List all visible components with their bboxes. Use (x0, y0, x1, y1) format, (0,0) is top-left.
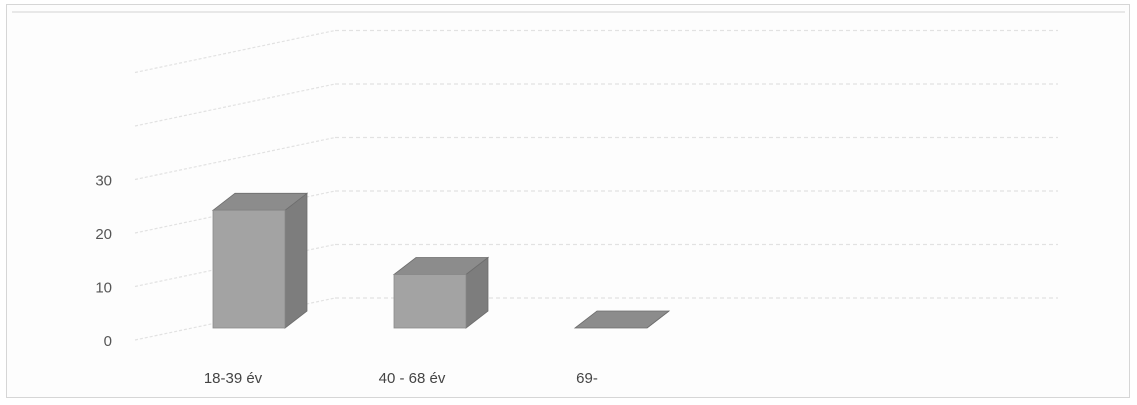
gridline-slant (134, 83, 336, 127)
gridline-slant (134, 136, 336, 181)
gridline-slant (134, 29, 336, 74)
y-tick-label: 0 (104, 333, 112, 350)
category-label: 69- (576, 370, 598, 387)
y-tick-label: 20 (95, 226, 112, 243)
bars (211, 192, 671, 329)
y-tick-label: 10 (95, 280, 112, 297)
bar-side-face (284, 192, 308, 329)
bar-1 (211, 192, 309, 329)
bar-top-face (573, 310, 671, 329)
chart-frame (6, 4, 1130, 398)
category-label: 18-39 év (204, 370, 263, 387)
gridlines (12, 11, 1125, 341)
bar-2 (392, 256, 490, 329)
y-axis-ticks: 0 10 20 30 (95, 173, 112, 351)
y-tick-label: 30 (95, 173, 112, 190)
bar-front-face (212, 209, 286, 329)
bar-3 (573, 310, 671, 329)
x-axis-categories: 18-39 év 40 - 68 év 69- (204, 370, 598, 387)
bar-front-face (393, 274, 467, 329)
category-label: 40 - 68 év (379, 370, 446, 387)
